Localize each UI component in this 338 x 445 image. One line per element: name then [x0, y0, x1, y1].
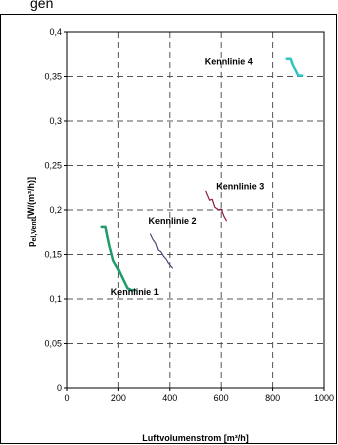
- y-tick-label: 0,35: [44, 72, 62, 82]
- label-layer: Kennlinie 1 Kennlinie 2 Kennlinie 3 Kennlin…: [111, 57, 265, 297]
- x-tick-label: 400: [162, 393, 177, 403]
- y-axis-title-sub: el,Vent: [31, 218, 38, 241]
- tick-layer: 0 200 400 600 800 1000 0 0,05 0,1 0,15 0,2 0,25 0,3 0…: [44, 27, 334, 403]
- header-partial-text: gen: [30, 0, 54, 11]
- series-line-1: [100, 225, 137, 292]
- series-line-4: [285, 57, 304, 77]
- y-tick-label: 0,4: [49, 27, 62, 37]
- chart-border: [0, 14, 337, 444]
- x-tick-label: 800: [265, 393, 280, 403]
- x-tick-label: 200: [111, 393, 126, 403]
- x-tick-label: 600: [214, 393, 229, 403]
- y-axis-title: pel,Vent[W/(m³/h)]: [26, 177, 38, 247]
- y-axis-title-main: p: [26, 241, 36, 247]
- series-layer: [100, 57, 304, 292]
- y-tick-label: 0,2: [49, 205, 62, 215]
- x-tick-label: 1000: [314, 393, 334, 403]
- y-tick-label: 0: [57, 383, 62, 393]
- y-tick-label: 0,15: [44, 250, 62, 260]
- y-tick-label: 0,05: [44, 339, 62, 349]
- series-label-1: Kennlinie 1: [111, 287, 159, 297]
- y-tick-label: 0,25: [44, 161, 62, 171]
- x-tick-label: 0: [64, 393, 69, 403]
- y-tick-label: 0,3: [49, 116, 62, 126]
- grid-layer: [67, 32, 324, 388]
- series-label-4: Kennlinie 4: [205, 57, 253, 67]
- y-tick-label: 0,1: [49, 294, 62, 304]
- x-axis-title: Luftvolumenstrom [m³/h]: [142, 433, 249, 443]
- series-label-2: Kennlinie 2: [149, 216, 197, 226]
- series-line-2: [149, 233, 173, 269]
- series-label-3: Kennlinie 3: [216, 181, 264, 191]
- y-axis-title-rest: [W/(m³/h)]: [26, 177, 36, 219]
- series-line-3: [205, 190, 227, 222]
